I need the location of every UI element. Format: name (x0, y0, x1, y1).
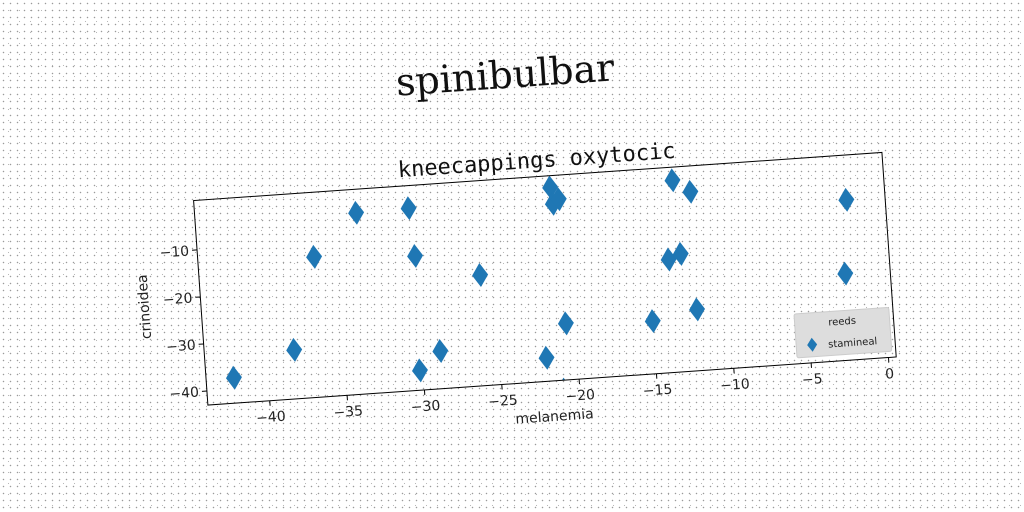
data-point (664, 168, 681, 193)
scatter-chart: −40 −35 −30 −25 −20 −15 −10 −5 0−10−20−30−40 kne… (135, 139, 897, 428)
data-point (672, 241, 689, 266)
x-tick-label: −5 (801, 371, 823, 388)
x-tick-label: −25 (488, 392, 519, 410)
y-tick-label: −10 (159, 244, 190, 262)
axis-ticks: −40 −35 −30 −25 −20 −15 −10 −5 0 −10 −20 −30 −40 (159, 244, 895, 427)
legend-marker-icon (807, 337, 818, 352)
x-tick-label: −30 (410, 398, 441, 416)
data-point (660, 247, 677, 272)
legend-title: reeds (828, 316, 856, 329)
legend: reeds stamineal (793, 306, 893, 359)
data-point (411, 358, 428, 383)
data-point (407, 243, 424, 268)
data-point (348, 200, 365, 225)
x-tick-label: −10 (720, 376, 751, 394)
data-point (557, 311, 574, 336)
data-point (225, 365, 242, 390)
data-point (838, 187, 855, 212)
data-point (286, 337, 303, 362)
data-point (400, 196, 417, 221)
x-tick-label: 0 (885, 366, 895, 383)
data-point (544, 191, 561, 216)
data-point (542, 175, 559, 200)
data-point (682, 179, 699, 204)
y-tick-label: −30 (166, 338, 197, 356)
data-point (689, 297, 706, 322)
legend-label: stamineal (828, 336, 878, 350)
y-tick-label: −40 (169, 385, 200, 403)
legend-box (793, 306, 893, 359)
x-tick-label: −20 (565, 387, 596, 405)
data-point (550, 187, 567, 212)
data-point (432, 339, 449, 363)
plot-area: −40 −35 −30 −25 −20 −15 −10 −5 0−10−20−30−40 kne… (135, 139, 897, 428)
x-tick-label: −15 (642, 382, 673, 400)
x-tick-label: −40 (256, 409, 287, 427)
data-point (306, 244, 323, 269)
x-axis-label: melanemia (515, 406, 594, 427)
y-tick-label: −20 (162, 291, 193, 309)
y-axis-label: crinoidea (135, 274, 155, 340)
chart-figure: −40 −35 −30 −25 −20 −15 −10 −5 0 −10 −20 −30 −40 kne… (135, 125, 898, 438)
data-point (472, 263, 489, 287)
x-tick-label: −35 (333, 403, 364, 421)
data-point (538, 345, 555, 370)
axes-frame (193, 151, 897, 406)
data-points (225, 168, 855, 402)
data-point (837, 261, 854, 286)
data-point (644, 309, 661, 334)
figure-suptitle: spinibulbar (394, 45, 616, 105)
